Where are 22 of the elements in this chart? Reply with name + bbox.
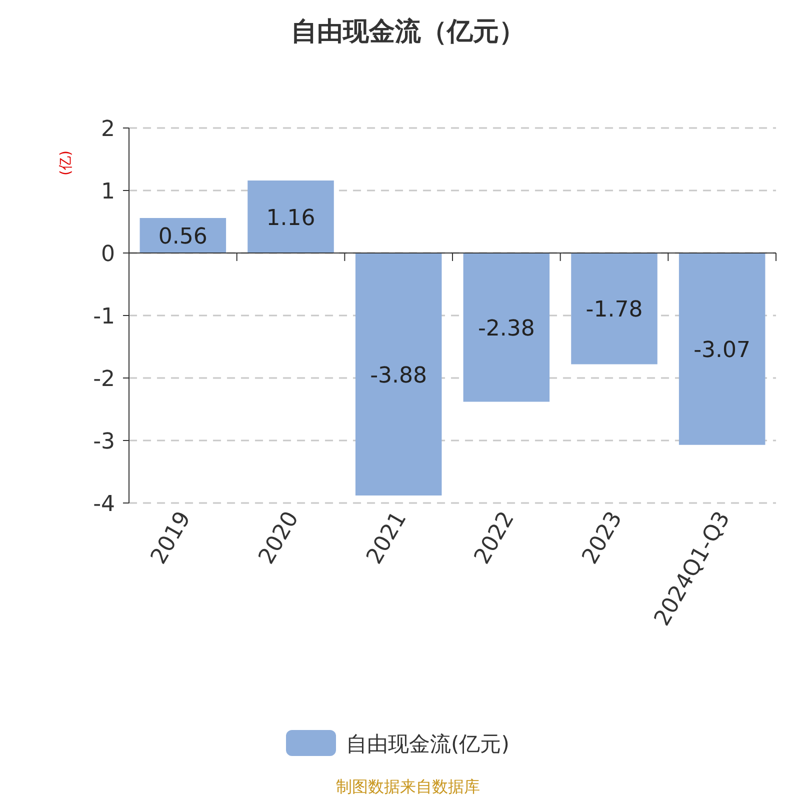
bar (248, 180, 334, 253)
text: 制图数据来自数据库 (336, 777, 480, 796)
legend-label: 自由现金流(亿元) (346, 732, 510, 756)
y-tick-label: -3 (93, 430, 115, 454)
y-tick-label: 0 (101, 242, 115, 267)
y-tick-label: -4 (93, 492, 115, 517)
bar (463, 253, 550, 402)
chart-title: 自由现金流（亿元） (291, 17, 525, 47)
data-label: -3.88 (370, 363, 428, 388)
y-tick-label: 2 (101, 117, 115, 142)
bar (355, 253, 442, 496)
data-label: -1.78 (586, 298, 643, 323)
data-label: -3.07 (694, 338, 751, 363)
y-tick-label: 1 (101, 180, 115, 204)
data-label: -2.38 (478, 316, 535, 342)
bar (678, 253, 766, 445)
y-tick-label: -1 (93, 304, 115, 330)
bar (571, 253, 658, 364)
data-label: 1.16 (266, 206, 316, 231)
y-tick-label: -2 (93, 367, 115, 392)
y-axis-title: (亿) (58, 150, 74, 176)
data-label: 0.56 (158, 224, 208, 250)
